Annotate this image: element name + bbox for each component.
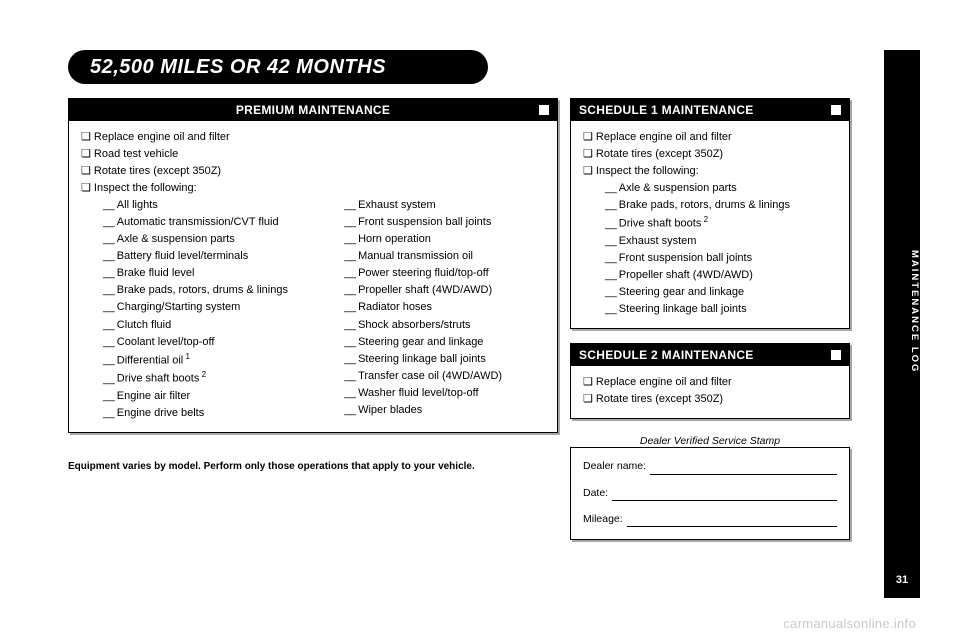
page-number: 31 [884,574,920,586]
stamp-body: Dealer name: Date: Mileage: [571,448,849,539]
dealer-name-line [650,465,837,475]
mileage-label: Mileage: [583,511,623,527]
bullet-line: Rotate tires (except 350Z) [81,163,545,180]
sub-line: Brake fluid level [81,265,322,282]
schedule1-header-text: SCHEDULE 1 MAINTENANCE [579,103,754,117]
stamp-label: Dealer Verified Service Stamp [570,435,850,447]
schedule2-header: SCHEDULE 2 MAINTENANCE [571,344,849,366]
stamp-card: Dealer name: Date: Mileage: [570,447,850,540]
bullet-line: Replace engine oil and filter [583,374,837,391]
left-column: PREMIUM MAINTENANCE Replace engine oil a… [68,98,558,472]
premium-col-b: Exhaust systemFront suspension ball join… [322,197,545,422]
sub-line: Drive shaft boots 2 [81,369,322,388]
premium-header-text: PREMIUM MAINTENANCE [236,103,390,117]
page-content: 52,500 MILES OR 42 MONTHS PREMIUM MAINTE… [68,50,858,598]
sub-line: Coolant level/top-off [81,334,322,351]
sub-line: Axle & suspension parts [81,231,322,248]
premium-col-a: All lightsAutomatic transmission/CVT flu… [81,197,322,422]
sub-line: Clutch fluid [81,317,322,334]
header-square-icon [539,105,549,115]
date-label: Date: [583,485,608,501]
page-title-text: 52,500 MILES OR 42 MONTHS [90,56,386,79]
premium-inspect-list: All lightsAutomatic transmission/CVT flu… [81,197,545,422]
sub-line: Engine air filter [81,388,322,405]
footnote: Equipment varies by model. Perform only … [68,461,558,472]
sub-line: Exhaust system [583,233,837,250]
sub-line: Differential oil 1 [81,351,322,370]
dealer-name-field: Dealer name: [583,458,837,474]
schedule2-card: SCHEDULE 2 MAINTENANCE Replace engine oi… [570,343,850,419]
bullet-line: Inspect the following: [81,180,545,197]
sub-line: Shock absorbers/struts [322,317,545,334]
sub-line: Exhaust system [322,197,545,214]
schedule2-toplines: Replace engine oil and filterRotate tire… [583,374,837,408]
sub-line: Steering linkage ball joints [322,351,545,368]
schedule1-card: SCHEDULE 1 MAINTENANCE Replace engine oi… [570,98,850,329]
schedule1-header: SCHEDULE 1 MAINTENANCE [571,99,849,121]
premium-maintenance-card: PREMIUM MAINTENANCE Replace engine oil a… [68,98,558,433]
sub-line: Propeller shaft (4WD/AWD) [583,267,837,284]
bullet-line: Rotate tires (except 350Z) [583,146,837,163]
bullet-line: Inspect the following: [583,163,837,180]
bullet-line: Rotate tires (except 350Z) [583,391,837,408]
sub-line: Washer fluid level/top-off [322,385,545,402]
header-square-icon [831,105,841,115]
sub-line: Horn operation [322,231,545,248]
bullet-line: Road test vehicle [81,146,545,163]
sub-line: All lights [81,197,322,214]
mileage-line [627,517,837,527]
bullet-line: Replace engine oil and filter [81,129,545,146]
date-field: Date: [583,485,837,501]
right-column: SCHEDULE 1 MAINTENANCE Replace engine oi… [570,98,850,540]
date-line [612,491,837,501]
sub-line: Steering gear and linkage [322,334,545,351]
premium-toplines: Replace engine oil and filterRoad test v… [81,129,545,197]
schedule1-toplines: Replace engine oil and filterRotate tire… [583,129,837,180]
sub-line: Brake pads, rotors, drums & linings [583,197,837,214]
watermark: carmanualsonline.info [783,616,916,631]
sub-line: Manual transmission oil [322,248,545,265]
side-tab: MAINTENANCE LOG 31 [884,50,920,598]
schedule2-header-text: SCHEDULE 2 MAINTENANCE [579,348,754,362]
bullet-line: Replace engine oil and filter [583,129,837,146]
schedule2-body: Replace engine oil and filterRotate tire… [571,366,849,418]
sub-line: Steering linkage ball joints [583,301,837,318]
sub-line: Transfer case oil (4WD/AWD) [322,368,545,385]
footnote-sup: 1 [183,352,190,361]
sub-line: Front suspension ball joints [322,214,545,231]
schedule1-items: Axle & suspension partsBrake pads, rotor… [583,180,837,318]
sub-line: Charging/Starting system [81,299,322,316]
sub-line: Axle & suspension parts [583,180,837,197]
footnote-sup: 2 [199,370,206,379]
mileage-field: Mileage: [583,511,837,527]
columns: PREMIUM MAINTENANCE Replace engine oil a… [68,98,858,540]
schedule1-body: Replace engine oil and filterRotate tire… [571,121,849,328]
sub-line: Drive shaft boots 2 [583,214,837,233]
sub-line: Brake pads, rotors, drums & linings [81,282,322,299]
sub-line: Front suspension ball joints [583,250,837,267]
stamp-section: Dealer Verified Service Stamp Dealer nam… [570,433,850,540]
page-title: 52,500 MILES OR 42 MONTHS [68,50,488,84]
sub-line: Radiator hoses [322,299,545,316]
sub-line: Wiper blades [322,402,545,419]
sub-line: Automatic transmission/CVT fluid [81,214,322,231]
sub-line: Engine drive belts [81,405,322,422]
header-square-icon [831,350,841,360]
premium-header: PREMIUM MAINTENANCE [69,99,557,121]
sub-line: Propeller shaft (4WD/AWD) [322,282,545,299]
footnote-sup: 2 [701,215,708,224]
premium-body: Replace engine oil and filterRoad test v… [69,121,557,432]
sub-line: Power steering fluid/top-off [322,265,545,282]
sub-line: Steering gear and linkage [583,284,837,301]
sub-line: Battery fluid level/terminals [81,248,322,265]
dealer-name-label: Dealer name: [583,458,646,474]
side-tab-label: MAINTENANCE LOG [884,250,920,373]
